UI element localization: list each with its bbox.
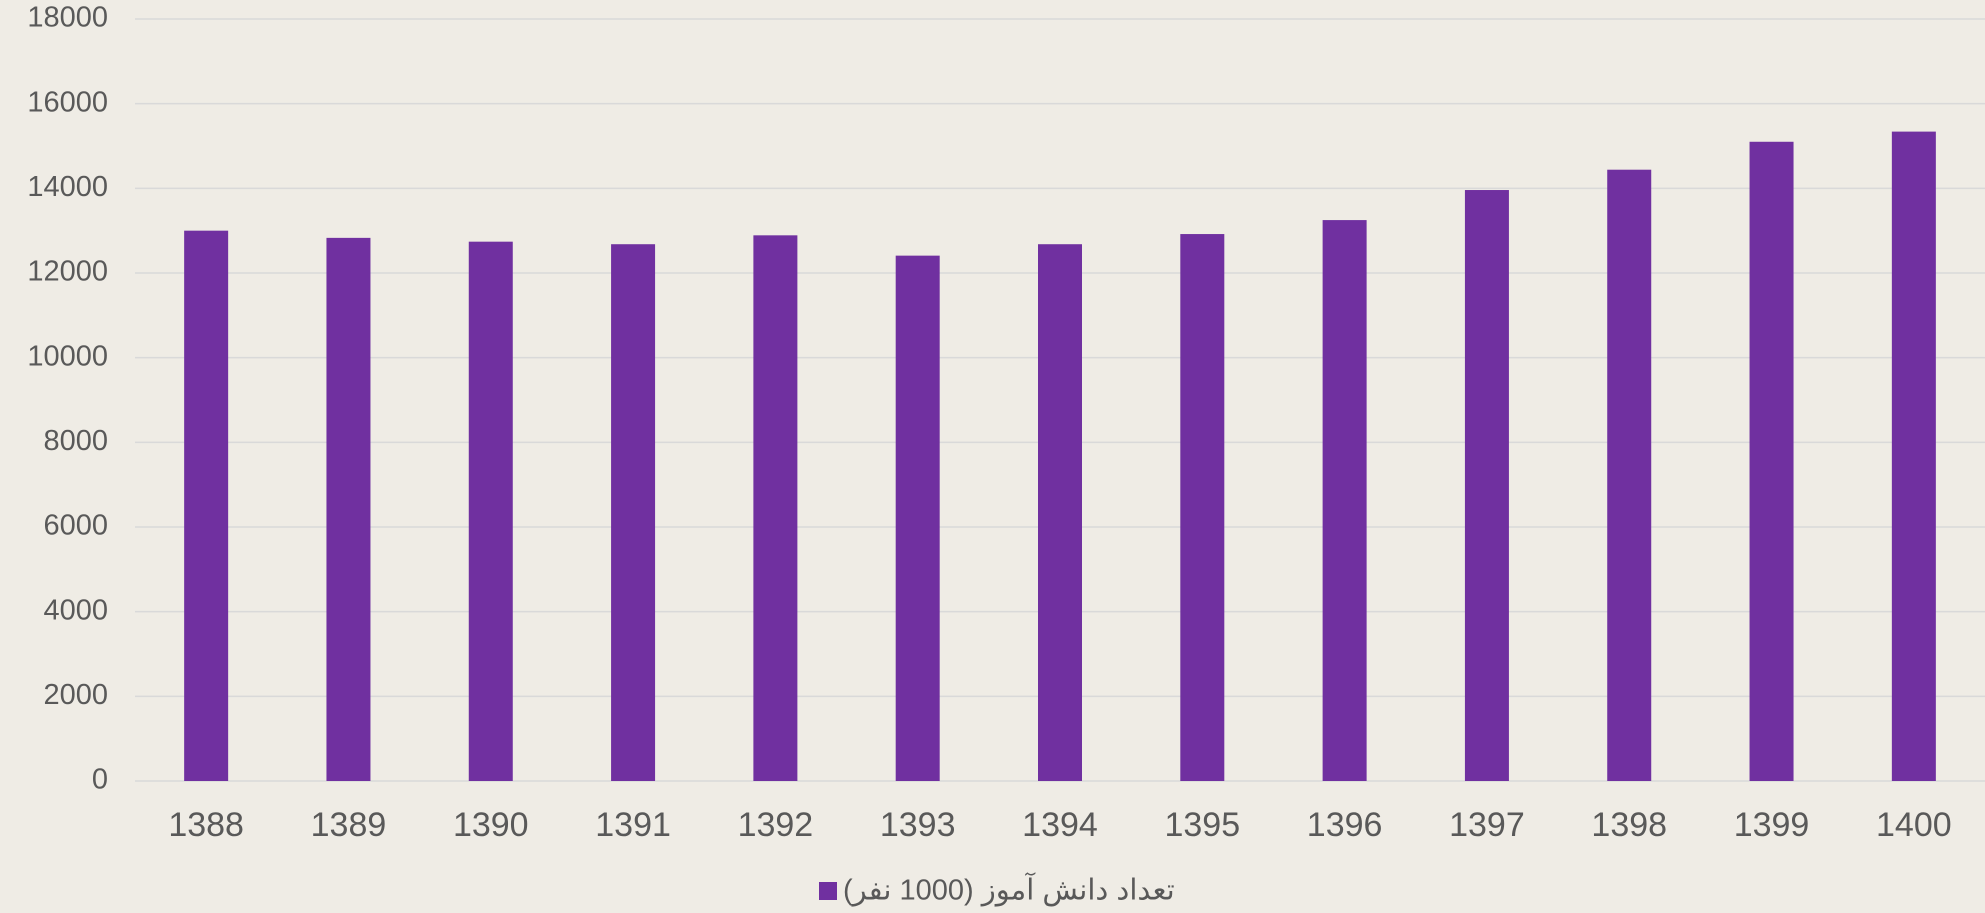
y-tick-label: 10000 xyxy=(27,340,108,372)
bar xyxy=(1322,220,1367,782)
x-tick-label: 1389 xyxy=(311,806,387,844)
x-tick-label: 1397 xyxy=(1449,806,1525,844)
x-tick-label: 1399 xyxy=(1734,806,1810,844)
x-tick-label: 1398 xyxy=(1591,806,1667,844)
legend-swatch xyxy=(819,882,837,900)
x-tick-label: 1394 xyxy=(1022,806,1098,844)
bar xyxy=(611,244,656,782)
bar xyxy=(1180,234,1225,781)
x-tick-label: 1393 xyxy=(880,806,956,844)
bar xyxy=(468,241,513,781)
x-tick-label: 1391 xyxy=(595,806,671,844)
x-tick-label: 1396 xyxy=(1307,806,1383,844)
x-tick-label: 1388 xyxy=(168,806,244,844)
bar xyxy=(1038,244,1082,782)
bar xyxy=(326,237,371,781)
y-tick-label: 12000 xyxy=(27,256,108,288)
y-tick-label: 2000 xyxy=(43,679,108,711)
bar xyxy=(1464,190,1509,781)
x-tick-label: 1392 xyxy=(738,806,814,844)
y-tick-label: 4000 xyxy=(43,594,108,626)
bar xyxy=(184,230,229,781)
bar xyxy=(1891,131,1936,781)
legend-label: تعداد دانش آموز (1000 نفر) xyxy=(843,872,1175,907)
bar xyxy=(895,255,940,782)
y-tick-label: 16000 xyxy=(27,86,108,118)
bar xyxy=(753,235,798,781)
x-tick-label: 1395 xyxy=(1164,806,1240,844)
y-tick-label: 6000 xyxy=(43,510,108,542)
y-tick-label: 0 xyxy=(92,764,108,796)
y-tick-label: 18000 xyxy=(27,2,108,34)
y-tick-label: 14000 xyxy=(27,171,108,203)
bar xyxy=(1607,169,1652,781)
x-tick-label: 1390 xyxy=(453,806,529,844)
x-tick-label: 1400 xyxy=(1876,806,1952,844)
y-tick-label: 8000 xyxy=(43,425,108,457)
bar xyxy=(1749,141,1794,781)
